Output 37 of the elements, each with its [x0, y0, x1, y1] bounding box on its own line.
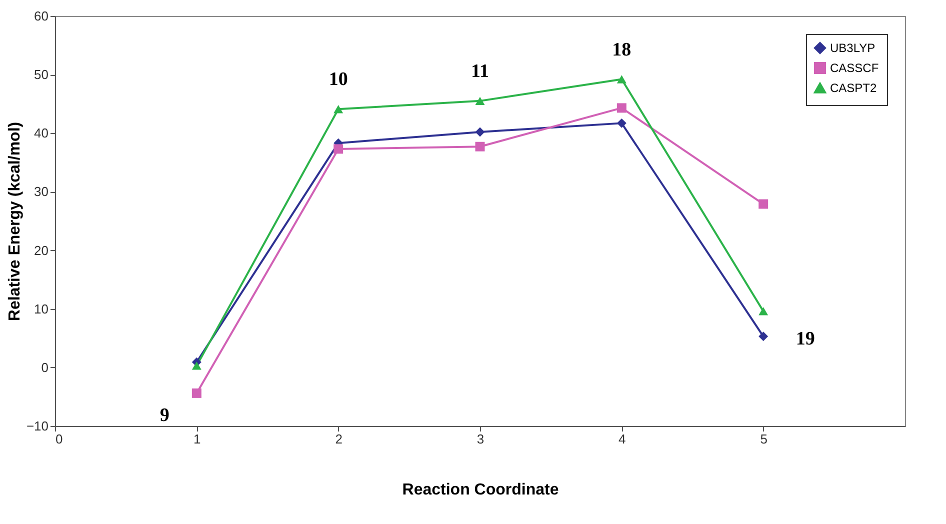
point: [475, 127, 485, 137]
x-axis-title: Reaction Coordinate: [402, 482, 559, 498]
x-tick-label: 5: [760, 432, 768, 446]
y-tick-label: 0: [41, 360, 48, 375]
point: [475, 96, 485, 106]
annotation: 11: [471, 60, 489, 82]
point: [334, 144, 344, 154]
y-tick-label: −10: [26, 418, 48, 434]
annotation: 9: [160, 405, 170, 426]
y-tick-label: 50: [34, 67, 48, 82]
point: [758, 332, 768, 342]
legend-label: CASSCF: [830, 61, 879, 75]
y-tick-label: 60: [34, 8, 48, 24]
y-tick-label: 10: [34, 301, 48, 316]
point: [758, 307, 768, 316]
point: [616, 103, 626, 113]
point: [475, 142, 485, 152]
x-tick-label: 0: [56, 432, 63, 446]
point: [616, 118, 626, 128]
point: [616, 75, 626, 84]
y-tick-label: 40: [34, 126, 48, 141]
annotation: 19: [796, 328, 815, 350]
legend-label: UB3LYP: [830, 41, 876, 55]
point: [758, 199, 768, 209]
annotation: 18: [612, 39, 632, 60]
point: [192, 362, 202, 370]
x-tick-label: 3: [476, 432, 484, 446]
x-tick-label: 4: [618, 432, 626, 446]
x-tick-label: 2: [335, 432, 342, 446]
annotation: 10: [328, 69, 348, 90]
x-tick-label: 1: [194, 432, 201, 446]
point: [192, 388, 202, 398]
point: [334, 105, 344, 114]
y-tick-label: 20: [34, 242, 48, 258]
y-axis-title: Relative Energy (kcal/mol): [6, 122, 24, 322]
legend-label: CASPT2: [830, 81, 878, 95]
y-tick-label: 30: [34, 184, 48, 200]
